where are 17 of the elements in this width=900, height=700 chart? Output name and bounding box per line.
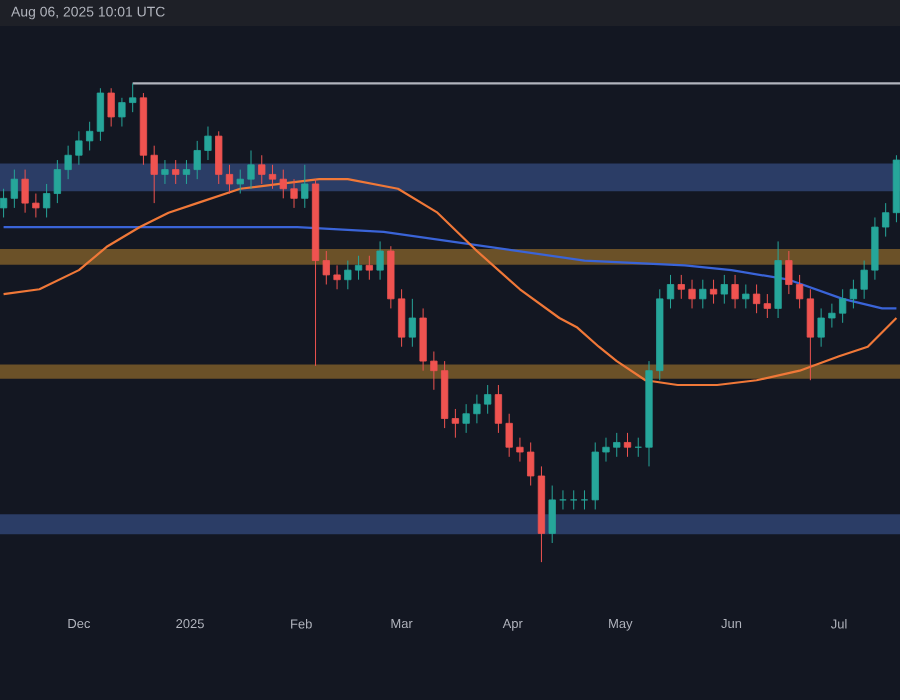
candlestick: [720, 274, 728, 305]
candlestick: [742, 283, 750, 309]
candlestick: [709, 279, 718, 305]
candlestick: [172, 159, 180, 185]
candlestick: [301, 164, 309, 209]
candlestick: [570, 489, 578, 510]
candlestick: [408, 298, 416, 348]
candlestick: [559, 489, 567, 510]
candlestick: [161, 159, 169, 185]
candlestick: [623, 432, 632, 458]
candlestick: [774, 240, 782, 319]
candlestick: [699, 279, 707, 309]
candlestick: [548, 485, 556, 544]
candlestick: [731, 274, 739, 309]
candlestick: [365, 255, 373, 281]
candlestick: [376, 240, 384, 281]
candlestick: [107, 87, 115, 128]
